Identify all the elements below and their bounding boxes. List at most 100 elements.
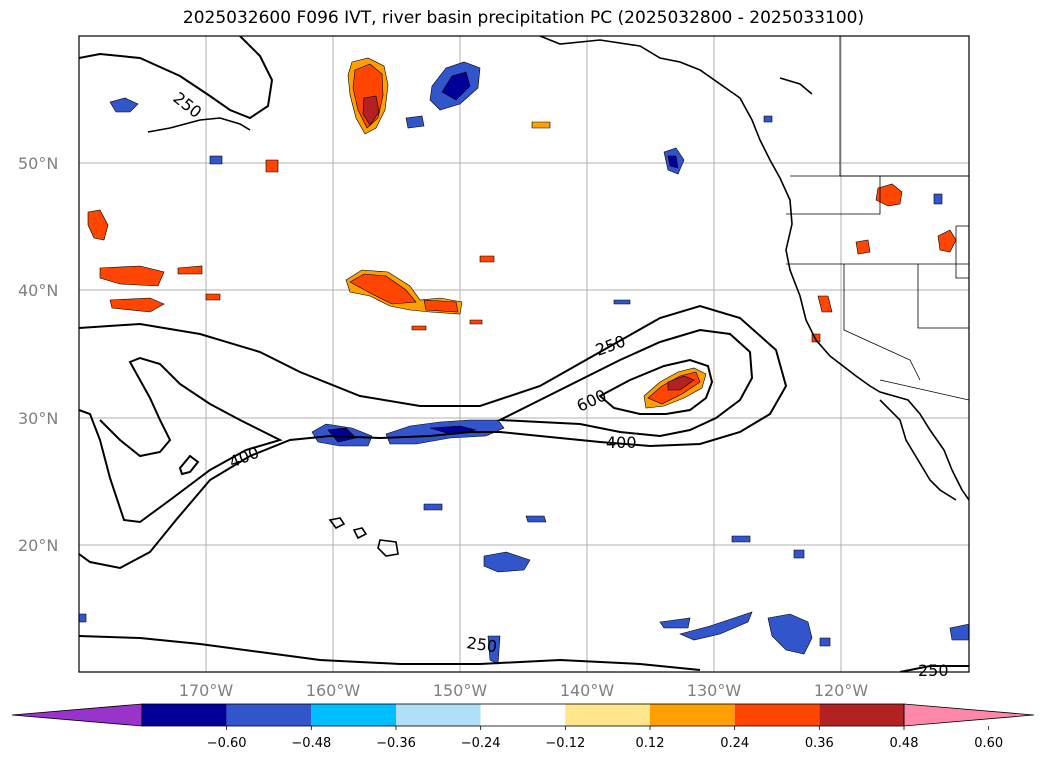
precip-positive-region <box>177 265 203 275</box>
colorbar-segment <box>396 704 481 726</box>
latitude-labels: 50°N 40°N 30°N 20°N <box>18 154 58 555</box>
precip-negative-region <box>731 535 751 543</box>
lon-label: 150°W <box>433 681 488 700</box>
precip-negative-region <box>429 425 477 435</box>
precipitation-pc-field <box>79 57 969 665</box>
colorbar-segment <box>142 704 227 726</box>
hawaii-island <box>352 527 368 540</box>
precip-negative-region <box>525 515 547 523</box>
contour-label-250: 250 <box>465 633 498 656</box>
precip-negative-region <box>767 613 813 655</box>
precip-positive-region <box>423 299 459 313</box>
ivt-contour-250-south <box>79 635 701 671</box>
colorbar-tick-label: −0.24 <box>461 736 501 751</box>
precip-positive-region <box>265 159 279 173</box>
hawaii-island <box>377 539 399 557</box>
precip-positive-region <box>817 295 833 313</box>
precip-negative-region <box>423 503 443 511</box>
precip-positive-region <box>469 319 483 325</box>
lon-label: 130°W <box>687 681 742 700</box>
us-mexico-border <box>879 379 969 401</box>
colorbar-extend-high <box>903 703 1035 727</box>
ivt-contour-600-core <box>598 358 714 415</box>
ivt-contour-250-north <box>79 36 274 120</box>
precip-positive-region <box>349 273 417 305</box>
colorbar-segment <box>226 704 312 726</box>
precip-negative-region <box>679 611 753 641</box>
precip-negative-region <box>933 193 943 205</box>
precip-negative-region <box>109 97 139 113</box>
precip-negative-region <box>949 623 969 641</box>
colorbar-tick-label: 0.60 <box>974 736 1003 751</box>
colorbar-outline <box>141 703 905 727</box>
baja-coast <box>879 399 957 501</box>
state-borders <box>786 36 969 401</box>
map-title: 2025032600 F096 IVT, river basin precipi… <box>182 8 865 28</box>
wa-or-border <box>786 176 881 215</box>
precip-positive-region <box>411 325 427 331</box>
coastlines <box>147 36 969 557</box>
precip-positive-region <box>875 183 903 207</box>
precip-positive-region <box>531 121 551 129</box>
precip-negative-region <box>441 71 471 101</box>
lon-label: 120°W <box>814 681 869 700</box>
colorbar-tick-label: 0.48 <box>890 736 919 751</box>
longitude-labels: 170°W 160°W 150°W 140°W 130°W 120°W <box>179 681 869 700</box>
lat-label: 50°N <box>18 154 58 173</box>
precip-negative-region <box>667 155 679 169</box>
lat-label: 40°N <box>18 281 58 300</box>
precip-positive-region <box>87 209 109 241</box>
contour-label-250: 250 <box>918 661 949 680</box>
ivt-contour-400-west <box>79 356 283 524</box>
map-area <box>79 36 969 672</box>
ca-nv-border <box>843 264 921 381</box>
precip-negative-region <box>613 299 631 305</box>
colorbar-segment <box>311 704 396 726</box>
colorbar-tick-label: −0.48 <box>291 736 331 751</box>
ivt-contours <box>79 36 969 672</box>
precip-positive-region <box>937 229 957 253</box>
contour-labels: 250 250 600 400 400 250 250 <box>170 88 949 680</box>
colorbar-segment <box>734 704 820 726</box>
precip-positive-region <box>667 375 695 391</box>
colorbar-tick-label: −0.60 <box>207 736 247 751</box>
colorbar-segment <box>480 704 566 726</box>
precip-positive-region <box>109 297 165 313</box>
lon-label: 170°W <box>179 681 234 700</box>
lat-label: 30°N <box>18 409 58 428</box>
colorbar: −0.60 −0.48 −0.36 −0.24 −0.12 0.12 0.24 0.36 0.4… <box>11 703 1035 751</box>
hawaii-island <box>328 517 346 530</box>
precip-positive-region <box>205 293 221 301</box>
precip-negative-region <box>483 551 531 573</box>
island-coast <box>779 77 813 95</box>
nv-az-border <box>917 264 969 329</box>
ivt-contour-400-core <box>496 328 754 438</box>
ivt-contour-250-main <box>79 304 788 570</box>
ivt-contour-400-small <box>178 454 200 476</box>
contour-label-400: 400 <box>606 433 637 452</box>
precip-negative-region <box>405 115 425 129</box>
colorbar-tick-label: 0.12 <box>636 736 665 751</box>
lat-label: 20°N <box>18 536 58 555</box>
precip-negative-region <box>659 617 691 629</box>
precip-positive-region <box>99 265 165 287</box>
precip-negative-region <box>763 115 773 123</box>
graticule <box>79 36 969 672</box>
id-border <box>955 225 969 279</box>
colorbar-tick-label: 0.24 <box>720 736 749 751</box>
lon-label: 140°W <box>560 681 615 700</box>
precip-negative-region <box>79 613 87 623</box>
colorbar-tick-label: 0.36 <box>805 736 834 751</box>
map-frame <box>78 35 970 673</box>
precip-positive-region <box>855 239 871 255</box>
precip-negative-region <box>819 637 831 647</box>
aleutian-coast <box>147 117 251 133</box>
precip-positive-region <box>479 255 495 263</box>
colorbar-tick-label: −0.12 <box>545 736 585 751</box>
precip-negative-region <box>793 549 805 559</box>
lon-label: 160°W <box>306 681 361 700</box>
precip-negative-region <box>209 155 223 165</box>
ivt-contour-250-southeast <box>899 665 969 672</box>
colorbar-extend-low <box>11 703 143 727</box>
